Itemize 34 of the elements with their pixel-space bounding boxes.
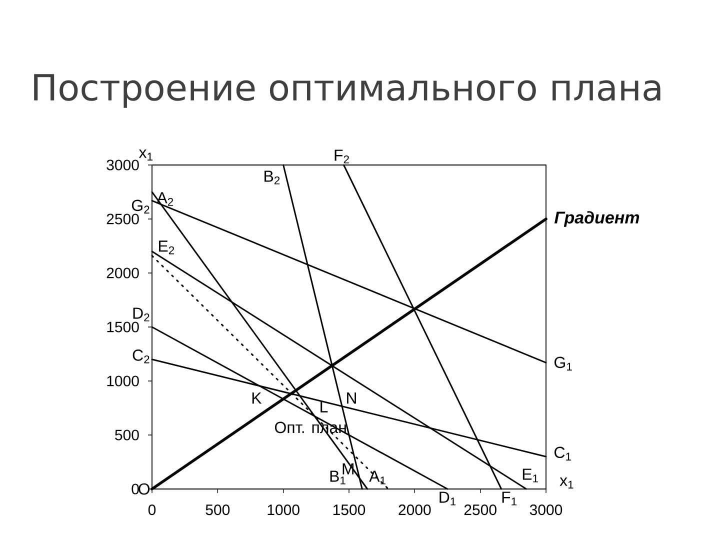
annotation: B$_{2}$ xyxy=(264,170,280,184)
x-tick-label: 1000 xyxy=(268,504,300,516)
annotation: N xyxy=(347,392,356,404)
annotation: F$_{1}$ xyxy=(502,492,517,506)
x-tick-label: 3000 xyxy=(530,504,562,516)
annotation: L xyxy=(320,401,328,412)
y-tick-label: 2000 xyxy=(106,268,139,278)
y-tick-label: 1000 xyxy=(107,376,139,386)
y-tick-label: 2500 xyxy=(106,214,139,224)
annotation: D$_{2}$ xyxy=(133,308,150,322)
x-tick-label: 2500 xyxy=(464,504,496,516)
annotation: E$_{1}$ xyxy=(522,468,538,482)
y-tick-label: 3000 xyxy=(106,160,139,170)
x-tick-label: 0 xyxy=(148,504,156,516)
y-tick-label: 500 xyxy=(115,430,139,440)
x-tick-label: 500 xyxy=(206,504,230,516)
y-tick-label: 0 xyxy=(132,484,139,494)
annotation: C$_{1}$ xyxy=(554,446,571,460)
annotation: G$_{1}$ xyxy=(554,356,572,371)
annotation: D$_{1}$ xyxy=(440,492,456,506)
x-tick-label: 1500 xyxy=(333,504,366,516)
series-label: Градиент xyxy=(554,211,640,227)
annotation: G$_{2}$ xyxy=(132,200,150,214)
annotation: K xyxy=(252,392,262,404)
annotation: A$_{1}$ xyxy=(369,470,386,484)
y-tick-label: 1500 xyxy=(107,322,139,332)
annotation: F$_{2}$ xyxy=(334,150,349,164)
chart-title: Построение оптимального плана xyxy=(34,74,660,108)
x-axis-title: x$_{1}$ xyxy=(560,477,574,489)
annotation: E$_{2}$ xyxy=(159,240,174,254)
annotation: C$_{2}$ xyxy=(132,350,150,364)
x-tick-label: 2000 xyxy=(398,504,431,516)
y-axis-title: x$_{1}$ xyxy=(138,149,152,160)
annotation: O xyxy=(138,483,150,495)
